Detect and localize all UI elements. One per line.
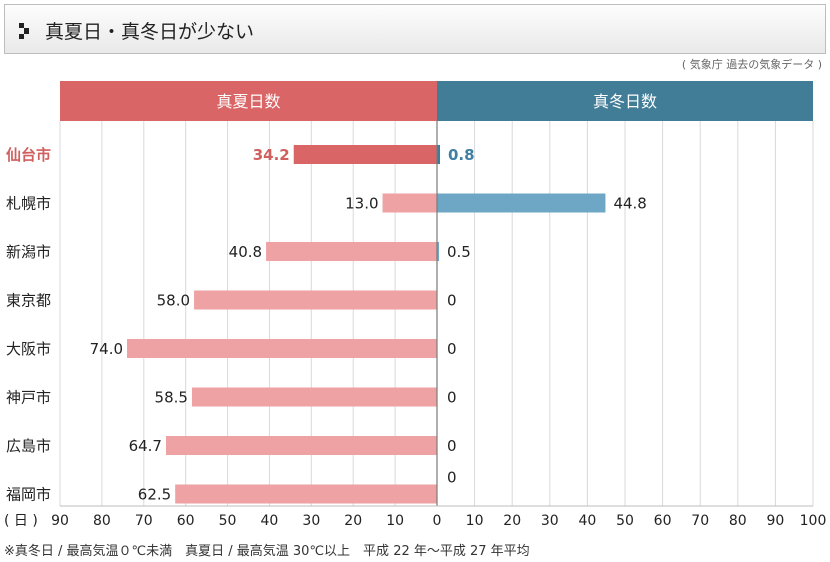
x-tick-label: 20 <box>344 513 362 529</box>
summer-bar <box>382 193 437 213</box>
x-tick-label: 40 <box>578 513 596 529</box>
unit-label: ( 日 ) <box>4 513 38 529</box>
category-label: 新潟市 <box>6 243 51 261</box>
winter-bar <box>437 242 439 261</box>
x-tick-label: 50 <box>219 513 237 529</box>
summer-value-label: 64.7 <box>129 437 162 455</box>
summer-value-label: 34.2 <box>253 146 290 164</box>
summer-header-label: 真夏日数 <box>216 92 280 111</box>
x-tick-label: 50 <box>616 513 634 529</box>
summer-bar <box>191 387 437 407</box>
x-tick-label: 30 <box>302 513 320 529</box>
summer-value-label: 58.5 <box>155 389 188 407</box>
section-header: 真夏日・真冬日が少ない <box>4 4 826 54</box>
category-label: 仙台市 <box>6 146 51 164</box>
x-tick-label: 60 <box>177 513 195 529</box>
x-tick-label: 90 <box>766 513 784 529</box>
x-tick-label: 70 <box>691 513 709 529</box>
category-label: 札幌市 <box>6 195 51 213</box>
summer-bar <box>194 290 437 310</box>
category-label: 東京都 <box>6 292 51 310</box>
winter-value-label: 0 <box>447 389 457 407</box>
summer-bar <box>266 242 437 261</box>
winter-value-label: 0 <box>447 340 457 358</box>
summer-value-label: 13.0 <box>345 195 378 213</box>
winter-header <box>437 81 813 121</box>
winter-value-label: 44.8 <box>613 195 646 213</box>
winter-value-label: 0.5 <box>447 243 471 261</box>
footnote: ※真冬日 / 最高気温０℃未満 真夏日 / 最高気温 30℃以上 平成 22 年… <box>4 544 530 559</box>
winter-bar <box>437 193 606 213</box>
summer-bar <box>293 145 437 164</box>
winter-header-label: 真冬日数 <box>593 92 657 111</box>
category-label: 広島市 <box>6 437 51 455</box>
x-tick-label: 30 <box>541 513 559 529</box>
x-tick-label: 40 <box>261 513 279 529</box>
winter-value-label: 0 <box>447 469 457 487</box>
summer-value-label: 74.0 <box>90 340 123 358</box>
page-title: 真夏日・真冬日が少ない <box>45 21 255 43</box>
source-note: ( 気象庁 過去の気象データ ) <box>681 58 822 71</box>
summer-value-label: 58.0 <box>157 292 190 310</box>
summer-value-label: 62.5 <box>138 486 171 504</box>
x-tick-label: 10 <box>386 513 404 529</box>
x-tick-label: 80 <box>729 513 747 529</box>
winter-value-label: 0.8 <box>448 146 475 164</box>
summer-header <box>60 81 437 121</box>
summer-bar <box>127 339 438 358</box>
winter-value-label: 0 <box>447 292 457 310</box>
x-tick-label: 20 <box>503 513 521 529</box>
x-tick-label: 90 <box>51 513 69 529</box>
arrow-bullet-icon <box>19 23 29 39</box>
category-label: 神戸市 <box>6 389 51 407</box>
category-label: 福岡市 <box>6 486 51 504</box>
x-tick-label: 0 <box>433 513 442 529</box>
winter-bar <box>437 145 441 164</box>
x-tick-label: 70 <box>135 513 153 529</box>
summer-value-label: 40.8 <box>229 243 262 261</box>
winter-value-label: 0 <box>447 437 457 455</box>
summer-bar <box>165 436 437 455</box>
x-tick-label: 80 <box>93 513 111 529</box>
x-tick-label: 100 <box>800 513 827 529</box>
x-tick-label: 60 <box>654 513 672 529</box>
x-tick-label: 10 <box>466 513 484 529</box>
summer-bar <box>175 484 437 504</box>
category-label: 大阪市 <box>6 340 51 358</box>
